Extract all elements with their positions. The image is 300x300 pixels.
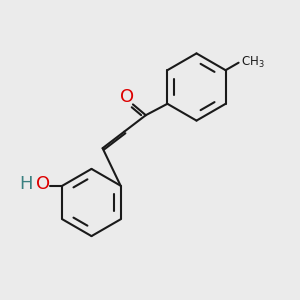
Text: O: O <box>36 175 51 193</box>
Text: O: O <box>120 88 134 106</box>
Text: CH$_3$: CH$_3$ <box>241 55 265 70</box>
Text: H: H <box>20 175 33 193</box>
